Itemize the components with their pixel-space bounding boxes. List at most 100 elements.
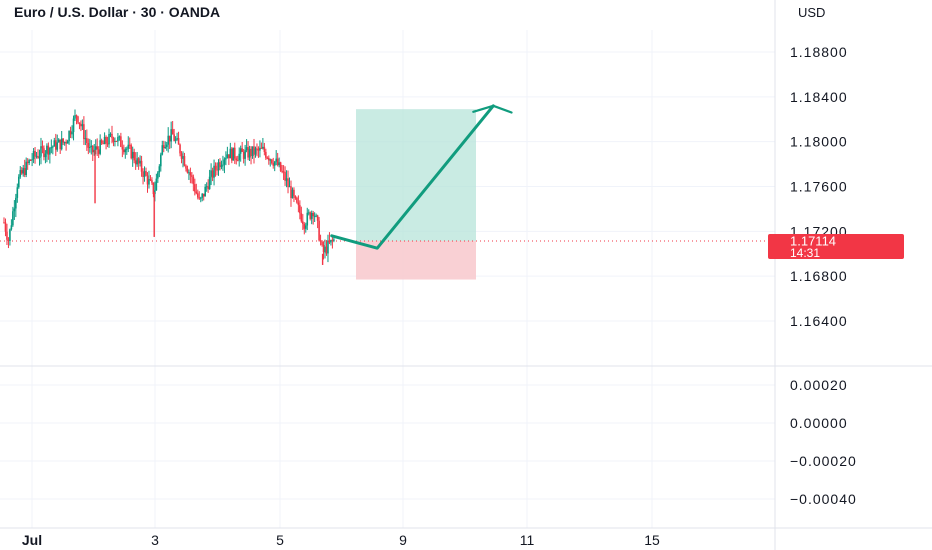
candle-body (22, 168, 25, 174)
candle-body (316, 215, 319, 221)
candle-body (192, 176, 195, 185)
candle-body (171, 129, 174, 135)
price-tick-label: 1.18000 (790, 134, 848, 150)
candle-body (315, 215, 317, 217)
time-tick-label: 11 (520, 532, 535, 548)
candle-body (118, 136, 121, 138)
candle-body (251, 146, 254, 157)
candle-body (136, 158, 138, 165)
candle-body (152, 182, 155, 195)
candle-body (40, 146, 42, 157)
candle-body (195, 191, 198, 194)
time-tick-label: Jul (22, 532, 42, 548)
price-tick-label: 1.16400 (790, 313, 848, 329)
candle-body (134, 160, 137, 165)
time-axis[interactable]: Jul 3 5 9 11 15 (22, 532, 660, 548)
candle-body (93, 149, 96, 153)
candle-body (322, 245, 325, 253)
candle-body (170, 129, 172, 142)
candle-body (100, 140, 103, 144)
overlay (0, 104, 775, 250)
candle-body (145, 171, 147, 176)
candle-body (223, 159, 226, 165)
candle-body (117, 137, 119, 142)
candle-body (232, 147, 235, 161)
candle-body (137, 158, 140, 164)
candle-body (80, 123, 82, 127)
candle-body (211, 170, 214, 178)
candle-body (84, 138, 87, 140)
candle-body (125, 148, 128, 150)
candle-body (210, 170, 212, 177)
chart-title: Euro / U.S. Dollar · 30 · OANDA (14, 4, 220, 20)
candle-body (259, 147, 261, 151)
candle-body (275, 158, 277, 162)
price-badge-box (768, 234, 904, 259)
candle-body (63, 142, 66, 144)
candle-body (49, 147, 51, 155)
position-zones[interactable] (356, 109, 476, 280)
candle-body (106, 143, 109, 145)
candle-body (96, 146, 98, 150)
candle-body (57, 139, 60, 143)
candle-body (94, 146, 97, 150)
candle-body (151, 180, 153, 183)
candle-body (213, 165, 215, 178)
candle-body (313, 215, 316, 217)
candle-body (282, 171, 285, 173)
candle-body (208, 176, 211, 190)
candle-body (112, 138, 115, 142)
candle-body (68, 131, 70, 142)
candle-body (60, 138, 63, 150)
candle-body (183, 156, 186, 166)
candle-body (16, 187, 19, 198)
candle-body (139, 160, 141, 164)
candle-body (59, 139, 62, 150)
candle-body (54, 140, 57, 150)
candle-body (32, 150, 35, 160)
candle-body (180, 153, 183, 159)
candle-body (148, 179, 150, 185)
candle-body (114, 140, 116, 142)
candle-body (77, 116, 79, 123)
candle-body (52, 146, 54, 148)
candle-body (247, 147, 249, 158)
candle-body (302, 221, 304, 224)
candle-body (291, 189, 294, 199)
candle-body (207, 186, 209, 190)
candle-body (233, 147, 236, 159)
candle-body (185, 165, 187, 169)
arrow-head[interactable] (472, 104, 513, 114)
candle-body (294, 196, 297, 198)
candle-body (201, 193, 204, 198)
candle-body (228, 154, 230, 159)
candle-body (265, 151, 267, 158)
candle-body (312, 212, 314, 217)
candle-body (146, 175, 149, 185)
candle-body (182, 156, 184, 159)
price-badge-countdown: 14:31 (790, 246, 820, 260)
candle-body (41, 146, 44, 149)
candle-body (99, 140, 101, 154)
candle-body (162, 145, 165, 149)
candle-body (179, 144, 181, 154)
candle-body (216, 169, 218, 171)
candle-body (97, 149, 100, 154)
candle-body (56, 142, 59, 150)
candle-body (140, 160, 143, 172)
candle-body (7, 239, 10, 242)
currency-label[interactable]: USD (798, 5, 825, 20)
projection-arrow[interactable] (330, 104, 495, 250)
candle-body (238, 153, 241, 161)
candle-body (29, 159, 32, 161)
time-tick-label: 9 (399, 532, 407, 548)
candle-body (273, 161, 276, 166)
candle-body (102, 143, 104, 145)
indicator-axis[interactable]: 0.00020 0.00000 −0.00020 −0.00040 (790, 377, 857, 507)
candle-body (235, 158, 238, 161)
candle-body (254, 148, 257, 155)
profit-zone[interactable] (356, 109, 476, 241)
candle-body (333, 239, 335, 241)
candle-body (204, 186, 206, 197)
